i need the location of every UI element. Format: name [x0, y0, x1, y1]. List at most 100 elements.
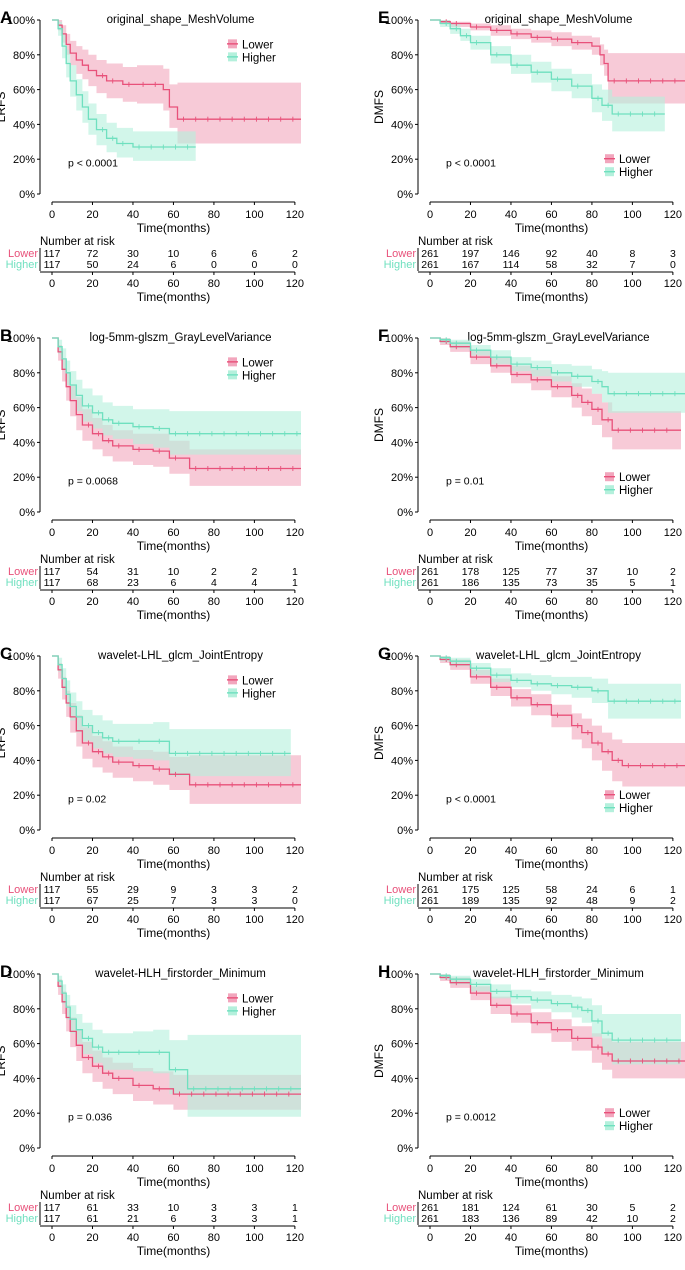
x-tick-label: 40 — [127, 1163, 139, 1175]
y-tick-label: 40% — [391, 437, 413, 449]
risk-count: 30 — [127, 248, 139, 260]
survival-curve-lower — [430, 337, 681, 431]
risk-x-axis-label: Time(months) — [137, 608, 211, 622]
survival-curve-higher — [52, 337, 301, 435]
risk-x-tick-label: 100 — [245, 278, 263, 290]
risk-row-name-higher: Higher — [6, 1213, 39, 1225]
y-axis-label: DMFS — [372, 408, 386, 442]
risk-count: 114 — [503, 259, 520, 271]
y-tick-label: 100% — [385, 651, 413, 663]
x-tick-label: 100 — [623, 527, 641, 539]
panel-letter: B — [0, 326, 12, 345]
risk-x-tick-label: 120 — [664, 596, 682, 608]
y-tick-label: 20% — [13, 472, 35, 484]
survival-curve-higher — [52, 655, 291, 755]
risk-count: 3 — [211, 895, 217, 907]
panel-letter: D — [0, 962, 12, 981]
risk-x-tick-label: 80 — [586, 278, 598, 290]
risk-count: 3 — [251, 895, 257, 907]
y-axis-label: LRFS — [0, 728, 8, 759]
x-tick-label: 0 — [427, 527, 433, 539]
risk-count: 68 — [87, 577, 99, 589]
y-tick-label: 0% — [397, 825, 413, 837]
x-tick-label: 20 — [86, 527, 98, 539]
x-tick-label: 100 — [245, 209, 263, 221]
risk-count: 6 — [171, 1213, 177, 1225]
risk-count: 24 — [586, 884, 598, 896]
x-tick-label: 40 — [127, 527, 139, 539]
risk-count: 125 — [502, 566, 520, 578]
x-tick-label: 40 — [505, 1163, 517, 1175]
risk-count: 92 — [546, 895, 558, 907]
risk-x-tick-label: 40 — [127, 914, 139, 926]
y-tick-label: 40% — [391, 755, 413, 767]
x-axis-label: Time(months) — [137, 221, 211, 235]
y-axis-label: DMFS — [372, 726, 386, 760]
survival-curve-higher — [430, 19, 665, 115]
x-tick-label: 80 — [586, 209, 598, 221]
risk-x-tick-label: 60 — [167, 596, 179, 608]
risk-x-tick-label: 0 — [427, 914, 433, 926]
legend-label: Lower — [242, 993, 273, 1005]
risk-x-tick-label: 120 — [664, 914, 682, 926]
chart-title: log-5mm-glszm_GrayLevelVariance — [90, 332, 272, 344]
risk-x-tick-label: 0 — [49, 1232, 55, 1244]
risk-count: 7 — [629, 259, 635, 271]
y-axis-label: LRFS — [0, 1046, 8, 1077]
risk-count: 35 — [586, 577, 598, 589]
risk-count: 178 — [462, 566, 480, 578]
legend-label: Lower — [619, 1108, 650, 1120]
risk-count: 58 — [546, 259, 558, 271]
y-tick-label: 20% — [13, 1108, 35, 1120]
panel-letter: F — [378, 326, 388, 345]
y-tick-label: 20% — [13, 790, 35, 802]
x-tick-label: 0 — [427, 209, 433, 221]
y-tick-label: 60% — [391, 1039, 413, 1051]
x-tick-label: 60 — [167, 527, 179, 539]
y-tick-label: 0% — [19, 825, 35, 837]
x-axis-label: Time(months) — [515, 857, 589, 871]
risk-count: 31 — [127, 566, 139, 578]
x-tick-label: 120 — [664, 209, 682, 221]
risk-row-name-lower: Lower — [8, 884, 38, 896]
y-tick-label: 0% — [397, 1143, 413, 1155]
x-tick-label: 20 — [86, 209, 98, 221]
risk-x-tick-label: 20 — [464, 596, 476, 608]
risk-count: 117 — [44, 248, 61, 260]
survival-curve-lower — [430, 19, 685, 82]
risk-x-tick-label: 120 — [286, 596, 304, 608]
risk-count: 261 — [421, 259, 439, 271]
y-tick-label: 40% — [391, 119, 413, 131]
risk-count: 189 — [462, 895, 480, 907]
risk-count: 3 — [670, 248, 676, 260]
risk-x-tick-label: 40 — [127, 1232, 139, 1244]
risk-count: 2 — [292, 884, 298, 896]
risk-count: 37 — [586, 566, 598, 578]
risk-count: 2 — [670, 895, 676, 907]
risk-x-axis-label: Time(months) — [515, 608, 589, 622]
risk-count: 7 — [171, 895, 177, 907]
y-tick-label: 100% — [385, 969, 413, 981]
x-tick-label: 120 — [286, 209, 304, 221]
risk-count: 89 — [546, 1213, 558, 1225]
risk-x-tick-label: 20 — [86, 914, 98, 926]
y-tick-label: 80% — [391, 1004, 413, 1016]
risk-count: 3 — [251, 884, 257, 896]
y-tick-label: 100% — [7, 333, 35, 345]
p-value: p < 0.0001 — [68, 158, 118, 170]
chart-title: wavelet-LHL_glcm_JointEntropy — [97, 650, 263, 662]
y-tick-label: 80% — [13, 686, 35, 698]
risk-count: 2 — [670, 566, 676, 578]
risk-x-tick-label: 40 — [505, 914, 517, 926]
y-tick-label: 40% — [391, 1073, 413, 1085]
y-tick-label: 80% — [13, 50, 35, 62]
ci-band-higher — [430, 20, 665, 132]
risk-x-tick-label: 40 — [127, 596, 139, 608]
y-tick-label: 100% — [7, 969, 35, 981]
risk-row-name-lower: Lower — [8, 248, 38, 260]
risk-x-axis-label: Time(months) — [515, 926, 589, 940]
x-tick-label: 20 — [86, 845, 98, 857]
legend-label: Lower — [619, 790, 650, 802]
x-tick-label: 100 — [245, 1163, 263, 1175]
